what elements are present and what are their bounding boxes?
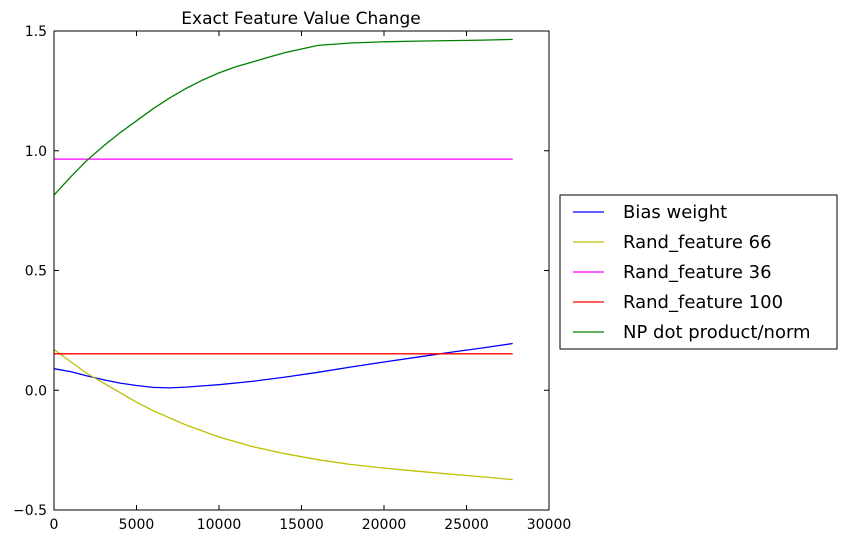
series-line-5	[53, 38, 513, 196]
y-tick-label: 1.0	[25, 144, 47, 160]
legend-label: Rand_feature 100	[623, 292, 783, 313]
legend-box	[559, 194, 838, 350]
plot-frame	[53, 30, 550, 511]
chart-title: Exact Feature Value Change	[181, 9, 420, 29]
legend-label: Rand_feature 66	[623, 232, 772, 253]
x-tick-label: 15000	[279, 517, 324, 533]
series-line-1	[53, 342, 513, 389]
y-tick-label: 0.5	[25, 264, 47, 280]
x-tick-label: 0	[50, 517, 59, 533]
x-tick-label: 25000	[444, 517, 489, 533]
x-tick-label: 5000	[119, 517, 155, 533]
y-tick-label: 1.5	[25, 24, 47, 40]
legend-label: Bias weight	[623, 202, 727, 223]
x-tick-label: 20000	[362, 517, 407, 533]
legend-label: Rand_feature 36	[623, 262, 772, 283]
series-line-2	[53, 348, 513, 481]
x-tick-label: 30000	[527, 517, 572, 533]
y-tick-label: −0.5	[13, 503, 47, 519]
y-axis: −0.5 0.0 0.5 1.0 1.5	[13, 24, 549, 519]
legend-label: NP dot product/norm	[623, 322, 811, 343]
x-axis: 0 5000 10000 15000 20000 25000 30000	[50, 31, 572, 533]
plot-area	[53, 30, 550, 511]
legend: Bias weight Rand_feature 66 Rand_feature 3…	[559, 194, 838, 350]
y-tick-label: 0.0	[25, 383, 47, 399]
x-tick-label: 10000	[197, 517, 242, 533]
